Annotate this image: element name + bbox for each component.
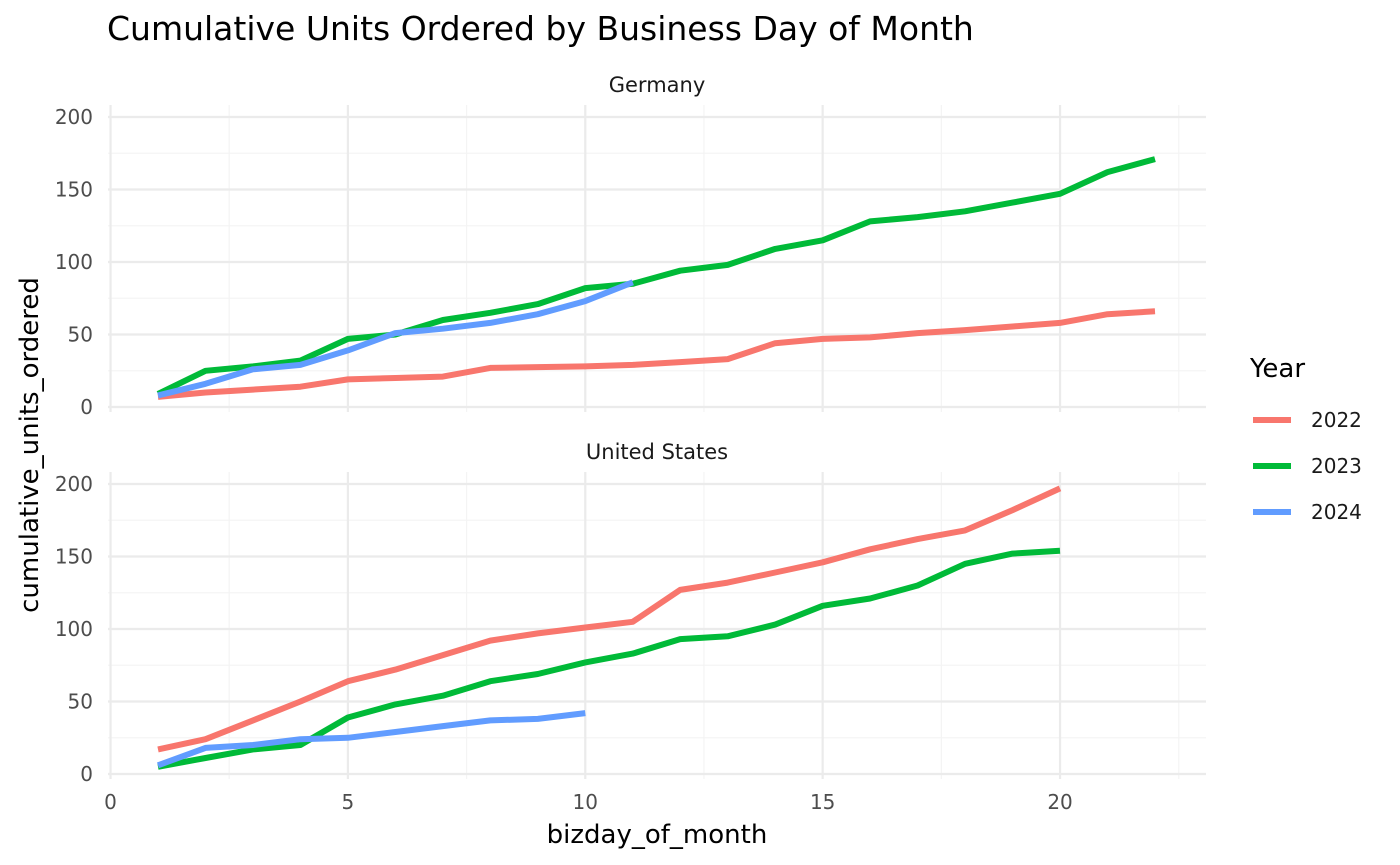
y-tick-label: 200 <box>55 105 93 129</box>
x-tick-label: 0 <box>104 790 117 814</box>
panel-germany: Germany 0 50 100 150 200 <box>55 73 1206 419</box>
y-axis-ticks: 0 50 100 150 200 <box>55 472 93 786</box>
legend-label-2023: 2023 <box>1311 454 1362 478</box>
y-tick-label: 200 <box>55 472 93 496</box>
x-tick-label: 15 <box>810 790 835 814</box>
y-tick-label: 100 <box>55 617 93 641</box>
y-tick-label: 150 <box>55 178 93 202</box>
y-tick-label: 150 <box>55 545 93 569</box>
panel-grid <box>108 472 1206 779</box>
series-line-2024 <box>157 279 634 399</box>
panel-strip-label: United States <box>586 440 728 464</box>
panel-grid <box>108 105 1206 412</box>
legend-title: Year <box>1249 354 1305 384</box>
x-axis-ticks: 0 5 10 15 20 <box>104 790 1073 814</box>
x-tick-label: 5 <box>342 790 355 814</box>
series-line-2024 <box>156 710 586 769</box>
y-tick-label: 0 <box>80 395 93 419</box>
x-axis-title: bizday_of_month <box>547 820 768 850</box>
x-tick-label: 20 <box>1047 790 1072 814</box>
series-line-2022 <box>157 308 1156 400</box>
series-line-2022 <box>157 485 1062 753</box>
series-line-2023 <box>156 156 1156 397</box>
legend-label-2022: 2022 <box>1311 408 1362 432</box>
legend-label-2024: 2024 <box>1311 500 1362 524</box>
y-tick-label: 50 <box>68 323 93 347</box>
panel-strip-label: Germany <box>609 73 706 97</box>
y-tick-label: 100 <box>55 250 93 274</box>
legend: Year 2022 2023 2024 <box>1249 354 1362 524</box>
y-tick-label: 50 <box>68 690 93 714</box>
series-line-2023 <box>157 547 1061 770</box>
y-axis-ticks: 0 50 100 150 200 <box>55 105 93 419</box>
y-tick-label: 0 <box>80 762 93 786</box>
y-axis-title: cumulative_units_ordered <box>15 277 45 613</box>
chart-title: Cumulative Units Ordered by Business Day… <box>107 9 974 48</box>
panel-united-states: United States 0 50 100 150 200 <box>55 440 1206 786</box>
x-tick-label: 10 <box>573 790 598 814</box>
series-group <box>156 485 1062 770</box>
series-group <box>156 156 1156 400</box>
